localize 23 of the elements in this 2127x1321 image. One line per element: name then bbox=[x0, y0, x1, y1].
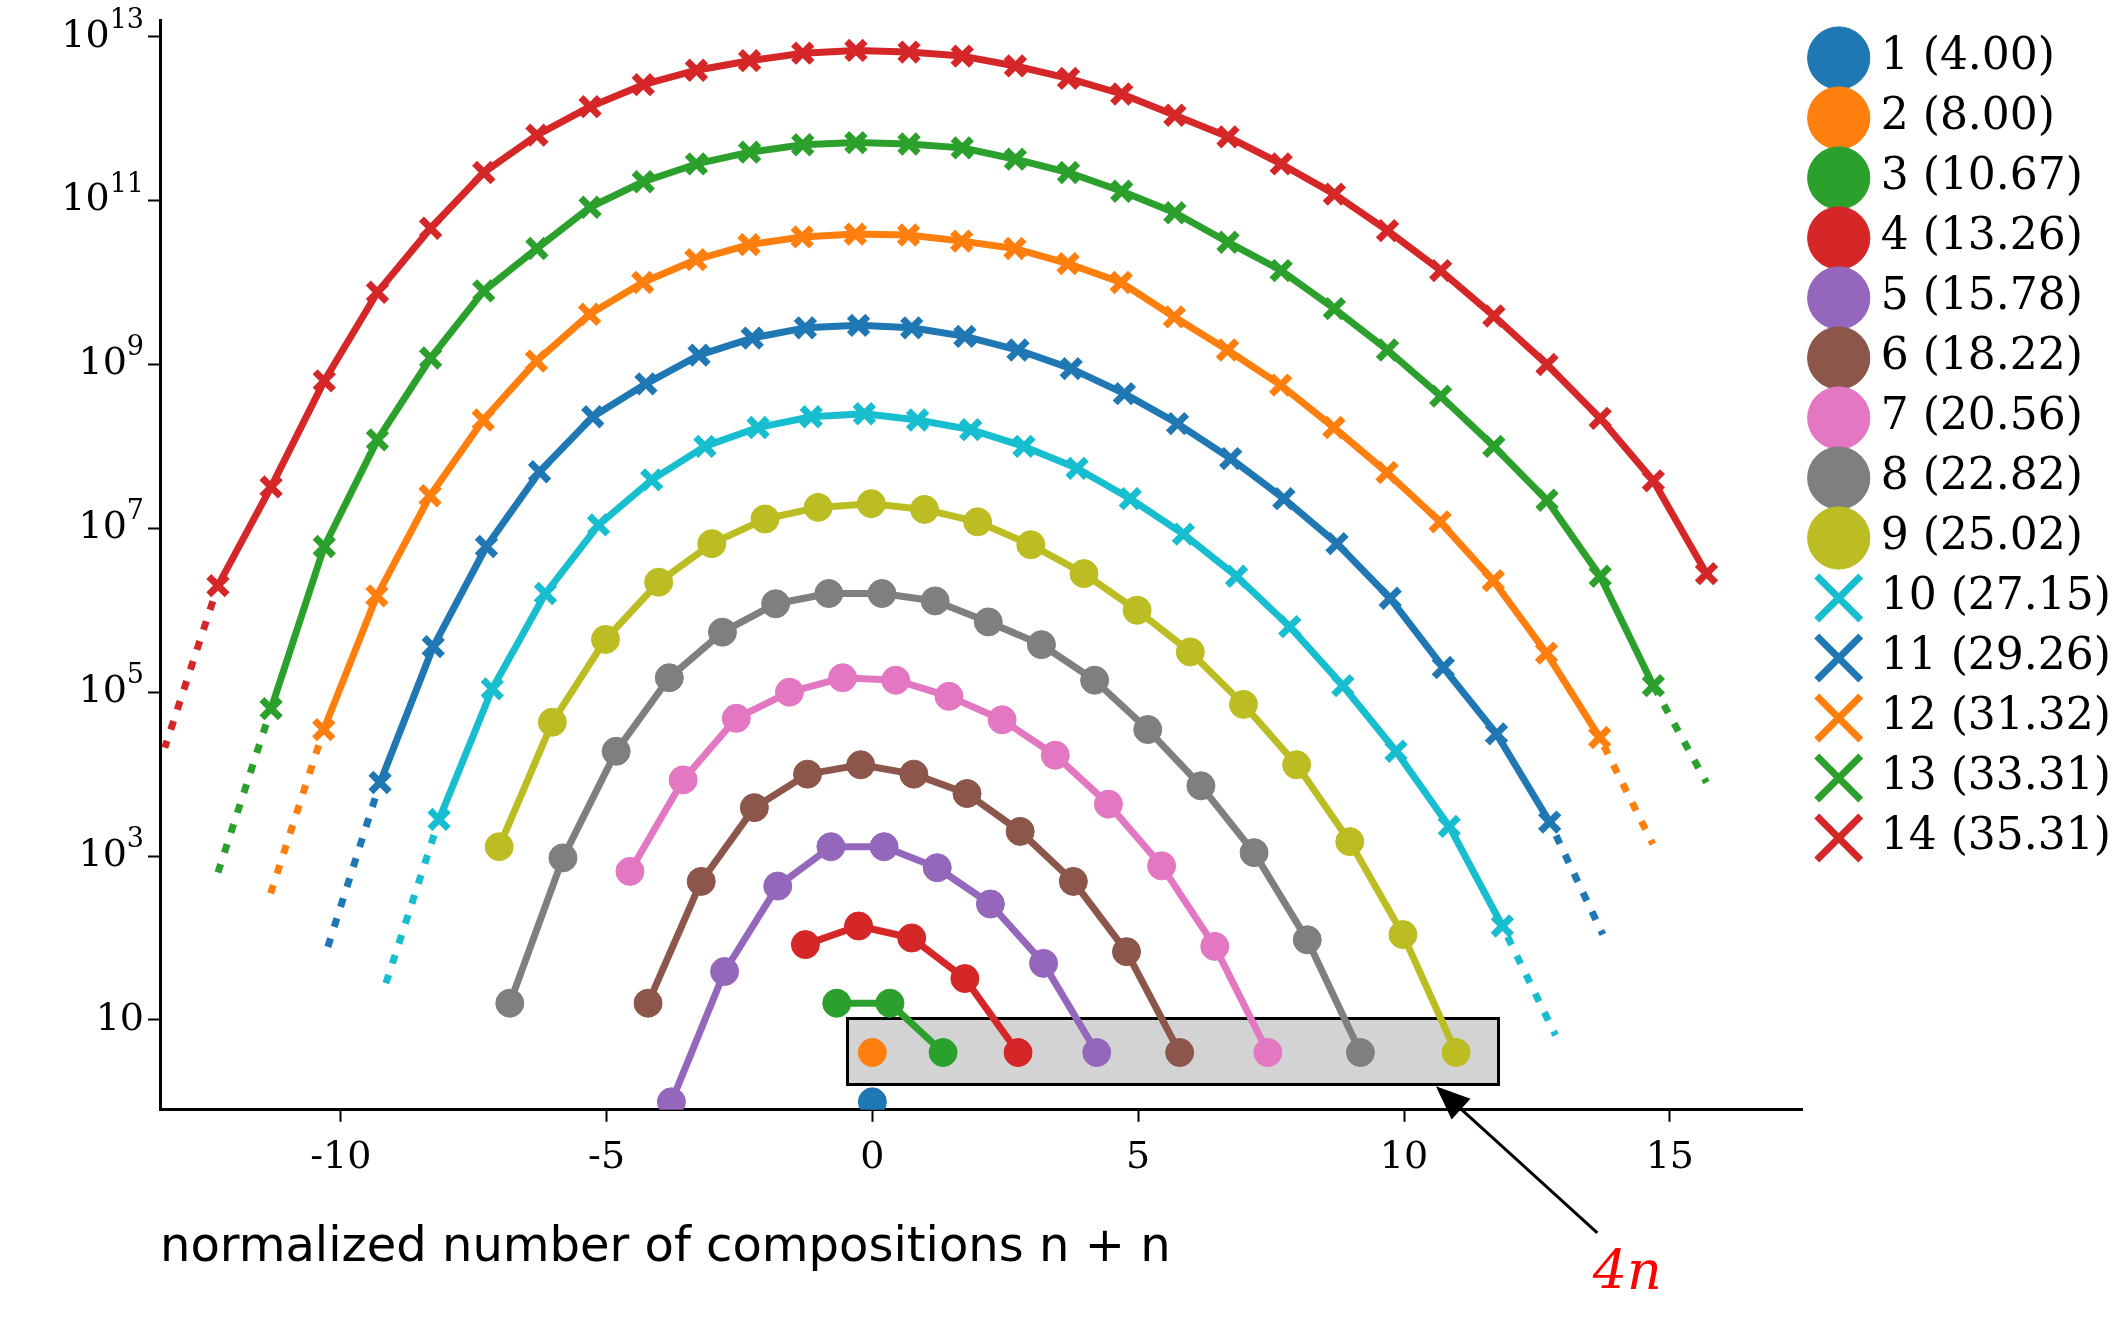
y-tick-label: 10 bbox=[95, 994, 145, 1039]
x-tick-label: 15 bbox=[1645, 1133, 1694, 1178]
legend-label: 5 (15.78) bbox=[1880, 268, 2084, 320]
x-tick-label: -10 bbox=[310, 1133, 372, 1178]
legend-label: 7 (20.56) bbox=[1880, 388, 2084, 440]
legend-label: 14 (35.31) bbox=[1880, 808, 2112, 860]
legend-label: 11 (29.26) bbox=[1880, 628, 2112, 680]
legend-label: 1 (4.00) bbox=[1880, 28, 2056, 80]
x-tick-label: 5 bbox=[1126, 1133, 1151, 1178]
legend-label: 3 (10.67) bbox=[1880, 148, 2084, 200]
x-tick-label: -5 bbox=[588, 1133, 626, 1178]
text: 4n bbox=[1591, 1238, 1662, 1302]
x-axis-title: normalized number of compositions n + n bbox=[160, 1215, 1171, 1272]
legend-label: 12 (31.32) bbox=[1880, 688, 2112, 740]
legend-label: 9 (25.02) bbox=[1880, 508, 2084, 560]
legend-label: 4 (13.26) bbox=[1880, 208, 2084, 260]
legend-label: 10 (27.15) bbox=[1880, 568, 2112, 620]
legend-label: 13 (33.31) bbox=[1880, 748, 2112, 800]
x-tick-label: 0 bbox=[860, 1133, 885, 1178]
legend-label: 6 (18.22) bbox=[1880, 328, 2084, 380]
x-tick-label: 10 bbox=[1379, 1133, 1429, 1178]
legend-label: 2 (8.00) bbox=[1880, 88, 2056, 140]
legend-label: 8 (22.82) bbox=[1880, 448, 2084, 500]
